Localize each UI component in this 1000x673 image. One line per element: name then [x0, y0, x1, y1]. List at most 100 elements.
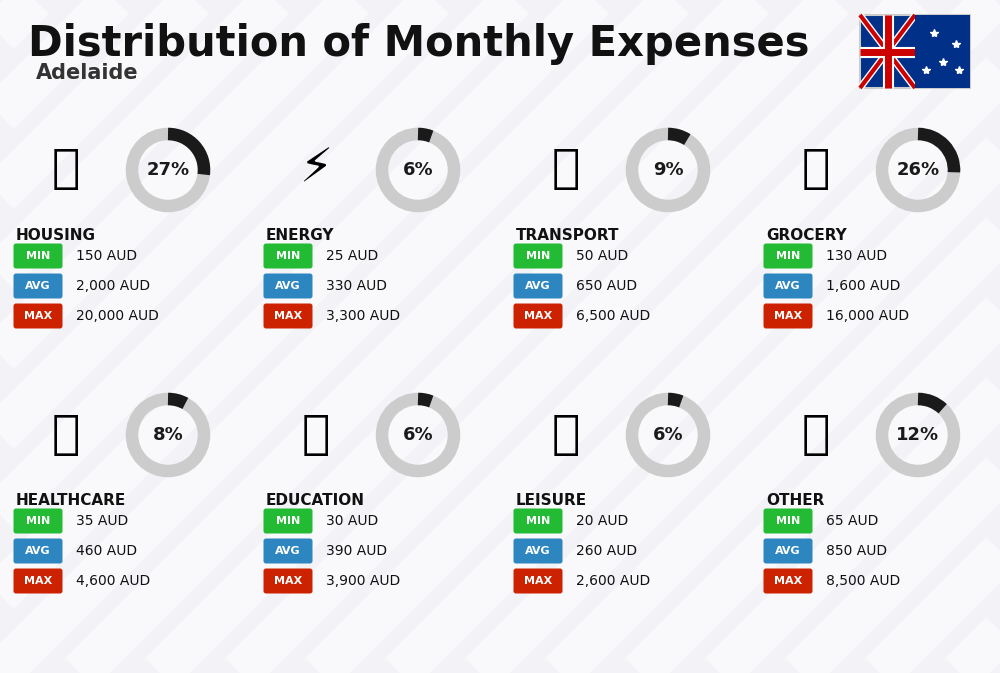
Text: AVG: AVG	[275, 546, 301, 556]
Text: 🛒: 🛒	[802, 147, 830, 192]
Text: 1,600 AUD: 1,600 AUD	[826, 279, 900, 293]
Text: 12%: 12%	[896, 426, 940, 444]
FancyBboxPatch shape	[14, 509, 62, 534]
Text: 650 AUD: 650 AUD	[576, 279, 637, 293]
FancyBboxPatch shape	[514, 304, 562, 328]
Text: 65 AUD: 65 AUD	[826, 514, 878, 528]
Text: 25 AUD: 25 AUD	[326, 249, 378, 263]
Text: MIN: MIN	[526, 251, 550, 261]
FancyBboxPatch shape	[764, 569, 812, 594]
Text: MAX: MAX	[524, 576, 552, 586]
Text: 6,500 AUD: 6,500 AUD	[576, 309, 650, 323]
Text: 30 AUD: 30 AUD	[326, 514, 378, 528]
Text: 3,300 AUD: 3,300 AUD	[326, 309, 400, 323]
Text: 2,600 AUD: 2,600 AUD	[576, 574, 650, 588]
Text: MAX: MAX	[774, 576, 802, 586]
Text: ENERGY: ENERGY	[266, 228, 334, 243]
Text: MAX: MAX	[774, 311, 802, 321]
FancyBboxPatch shape	[264, 244, 312, 269]
Text: MAX: MAX	[24, 576, 52, 586]
Text: AVG: AVG	[525, 546, 551, 556]
Text: MAX: MAX	[274, 311, 302, 321]
Text: 460 AUD: 460 AUD	[76, 544, 137, 558]
Text: 130 AUD: 130 AUD	[826, 249, 887, 263]
Text: AVG: AVG	[25, 281, 51, 291]
Text: TRANSPORT: TRANSPORT	[516, 228, 620, 243]
FancyBboxPatch shape	[264, 538, 312, 563]
Text: 8,500 AUD: 8,500 AUD	[826, 574, 900, 588]
FancyBboxPatch shape	[764, 304, 812, 328]
Text: 9%: 9%	[653, 161, 683, 179]
Text: 3,900 AUD: 3,900 AUD	[326, 574, 400, 588]
Text: 20 AUD: 20 AUD	[576, 514, 628, 528]
Text: MAX: MAX	[274, 576, 302, 586]
FancyBboxPatch shape	[264, 509, 312, 534]
FancyBboxPatch shape	[514, 244, 562, 269]
Text: 8%: 8%	[153, 426, 183, 444]
Text: LEISURE: LEISURE	[516, 493, 587, 508]
FancyBboxPatch shape	[514, 538, 562, 563]
FancyBboxPatch shape	[514, 273, 562, 299]
FancyBboxPatch shape	[915, 15, 970, 88]
Text: 💗: 💗	[52, 413, 80, 458]
Text: MIN: MIN	[26, 251, 50, 261]
Text: 🏢: 🏢	[52, 147, 80, 192]
Text: 260 AUD: 260 AUD	[576, 544, 637, 558]
Text: 2,000 AUD: 2,000 AUD	[76, 279, 150, 293]
FancyBboxPatch shape	[264, 273, 312, 299]
FancyBboxPatch shape	[264, 304, 312, 328]
Text: 6%: 6%	[403, 426, 433, 444]
Text: ⚡: ⚡	[299, 147, 333, 192]
Text: 6%: 6%	[653, 426, 683, 444]
Text: MIN: MIN	[776, 516, 800, 526]
FancyBboxPatch shape	[14, 538, 62, 563]
Text: 6%: 6%	[403, 161, 433, 179]
Text: MIN: MIN	[776, 251, 800, 261]
Text: 26%: 26%	[896, 161, 940, 179]
Text: AVG: AVG	[275, 281, 301, 291]
Text: AVG: AVG	[25, 546, 51, 556]
FancyBboxPatch shape	[764, 273, 812, 299]
Text: AVG: AVG	[775, 546, 801, 556]
Text: HOUSING: HOUSING	[16, 228, 96, 243]
Text: MIN: MIN	[276, 516, 300, 526]
Text: 💰: 💰	[802, 413, 830, 458]
FancyBboxPatch shape	[14, 273, 62, 299]
FancyBboxPatch shape	[764, 509, 812, 534]
FancyBboxPatch shape	[264, 569, 312, 594]
Text: MAX: MAX	[524, 311, 552, 321]
Text: AVG: AVG	[775, 281, 801, 291]
Text: 🎓: 🎓	[302, 413, 330, 458]
Text: 16,000 AUD: 16,000 AUD	[826, 309, 909, 323]
FancyBboxPatch shape	[764, 244, 812, 269]
Text: Adelaide: Adelaide	[36, 63, 139, 83]
FancyBboxPatch shape	[14, 304, 62, 328]
Text: OTHER: OTHER	[766, 493, 824, 508]
Text: 🛍️: 🛍️	[552, 413, 580, 458]
Text: 🚌: 🚌	[552, 147, 580, 192]
Text: MIN: MIN	[26, 516, 50, 526]
Text: 4,600 AUD: 4,600 AUD	[76, 574, 150, 588]
Text: 330 AUD: 330 AUD	[326, 279, 387, 293]
Text: AVG: AVG	[525, 281, 551, 291]
FancyBboxPatch shape	[14, 569, 62, 594]
FancyBboxPatch shape	[514, 569, 562, 594]
Text: 390 AUD: 390 AUD	[326, 544, 387, 558]
Text: MIN: MIN	[276, 251, 300, 261]
Text: 50 AUD: 50 AUD	[576, 249, 628, 263]
FancyBboxPatch shape	[764, 538, 812, 563]
Text: 850 AUD: 850 AUD	[826, 544, 887, 558]
Text: GROCERY: GROCERY	[766, 228, 847, 243]
FancyBboxPatch shape	[514, 509, 562, 534]
Text: MAX: MAX	[24, 311, 52, 321]
Text: 20,000 AUD: 20,000 AUD	[76, 309, 159, 323]
FancyBboxPatch shape	[860, 15, 970, 88]
Text: 35 AUD: 35 AUD	[76, 514, 128, 528]
Text: Distribution of Monthly Expenses: Distribution of Monthly Expenses	[28, 23, 810, 65]
Text: HEALTHCARE: HEALTHCARE	[16, 493, 126, 508]
Text: MIN: MIN	[526, 516, 550, 526]
Text: 150 AUD: 150 AUD	[76, 249, 137, 263]
Text: EDUCATION: EDUCATION	[266, 493, 365, 508]
Text: 27%: 27%	[146, 161, 190, 179]
FancyBboxPatch shape	[14, 244, 62, 269]
